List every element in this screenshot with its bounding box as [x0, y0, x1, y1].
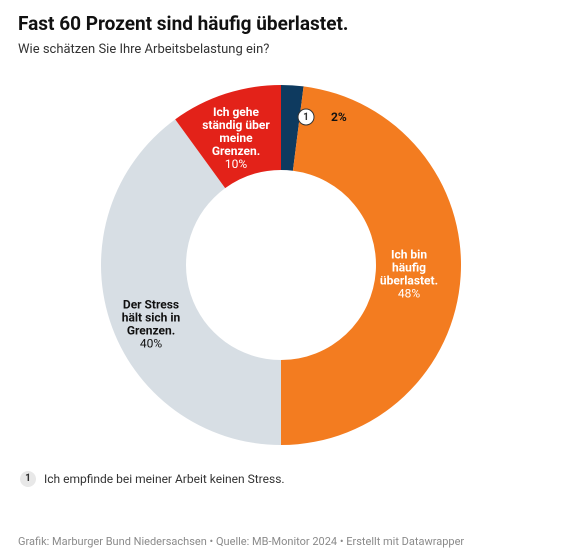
footnote-badge: 1	[20, 471, 36, 487]
slice-often_overloaded	[281, 86, 461, 445]
slice-pct-no_stress: 2%	[331, 110, 347, 124]
page-title: Fast 60 Prozent sind häufig überlastet.	[18, 12, 544, 36]
chart-container: 12%Ich binhäufigüberlastet.48%Der Stress…	[18, 65, 544, 465]
donut-chart: 12%Ich binhäufigüberlastet.48%Der Stress…	[71, 65, 491, 465]
source-line: Grafik: Marburger Bund Niedersachsen • Q…	[18, 535, 464, 548]
page: { "title": "Fast 60 Prozent sind häufig …	[0, 0, 562, 556]
slice-callout-no_stress: 1	[298, 109, 314, 125]
page-subtitle: Wie schätzen Sie Ihre Arbeitsbelastung e…	[18, 42, 544, 57]
svg-text:1: 1	[303, 112, 309, 123]
footnote-text: Ich empfinde bei meiner Arbeit keinen St…	[44, 472, 285, 486]
footnote: 1 Ich empfinde bei meiner Arbeit keinen …	[20, 471, 544, 487]
